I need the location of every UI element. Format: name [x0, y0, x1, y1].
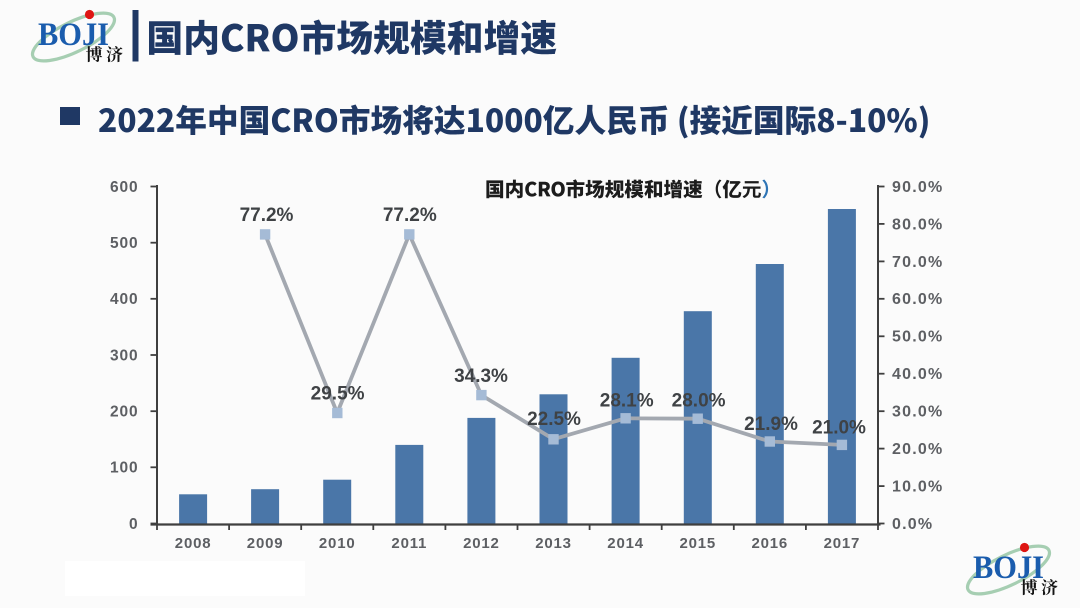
svg-text:2016: 2016: [752, 535, 789, 552]
svg-text:500: 500: [110, 235, 139, 252]
svg-text:300: 300: [110, 347, 139, 364]
svg-text:0.0%: 0.0%: [892, 516, 933, 533]
svg-text:0: 0: [129, 516, 139, 533]
svg-text:20.0%: 20.0%: [892, 441, 943, 458]
svg-text:30.0%: 30.0%: [892, 404, 943, 421]
svg-text:BOJI: BOJI: [38, 17, 109, 53]
svg-text:2017: 2017: [824, 535, 861, 552]
svg-text:2009: 2009: [247, 535, 284, 552]
svg-text:28.1%: 28.1%: [600, 391, 654, 412]
svg-text:21.0%: 21.0%: [812, 418, 866, 439]
svg-text:BOJI: BOJI: [973, 550, 1044, 586]
svg-text:10.0%: 10.0%: [892, 479, 943, 496]
svg-text:2015: 2015: [680, 535, 717, 552]
svg-text:22.5%: 22.5%: [527, 409, 581, 430]
svg-text:2014: 2014: [607, 535, 644, 552]
svg-text:2012: 2012: [463, 535, 500, 552]
svg-text:77.2%: 77.2%: [240, 205, 294, 226]
svg-text:77.2%: 77.2%: [383, 205, 437, 226]
svg-text:80.0%: 80.0%: [892, 216, 943, 233]
svg-text:40.0%: 40.0%: [892, 366, 943, 383]
svg-text:21.9%: 21.9%: [744, 414, 798, 435]
svg-text:70.0%: 70.0%: [892, 254, 943, 271]
svg-text:2010: 2010: [319, 535, 356, 552]
svg-text:28.0%: 28.0%: [672, 391, 726, 412]
svg-text:600: 600: [110, 179, 139, 196]
svg-text:2011: 2011: [391, 535, 427, 552]
svg-text:29.5%: 29.5%: [311, 384, 365, 405]
svg-text:90.0%: 90.0%: [892, 179, 943, 196]
svg-text:200: 200: [110, 404, 139, 421]
svg-text:2008: 2008: [175, 535, 212, 552]
svg-text:60.0%: 60.0%: [892, 291, 943, 308]
svg-text:2013: 2013: [535, 535, 572, 552]
svg-text:100: 100: [110, 460, 139, 477]
svg-text:34.3%: 34.3%: [454, 366, 508, 387]
svg-text:50.0%: 50.0%: [892, 329, 943, 346]
svg-text:400: 400: [110, 291, 139, 308]
